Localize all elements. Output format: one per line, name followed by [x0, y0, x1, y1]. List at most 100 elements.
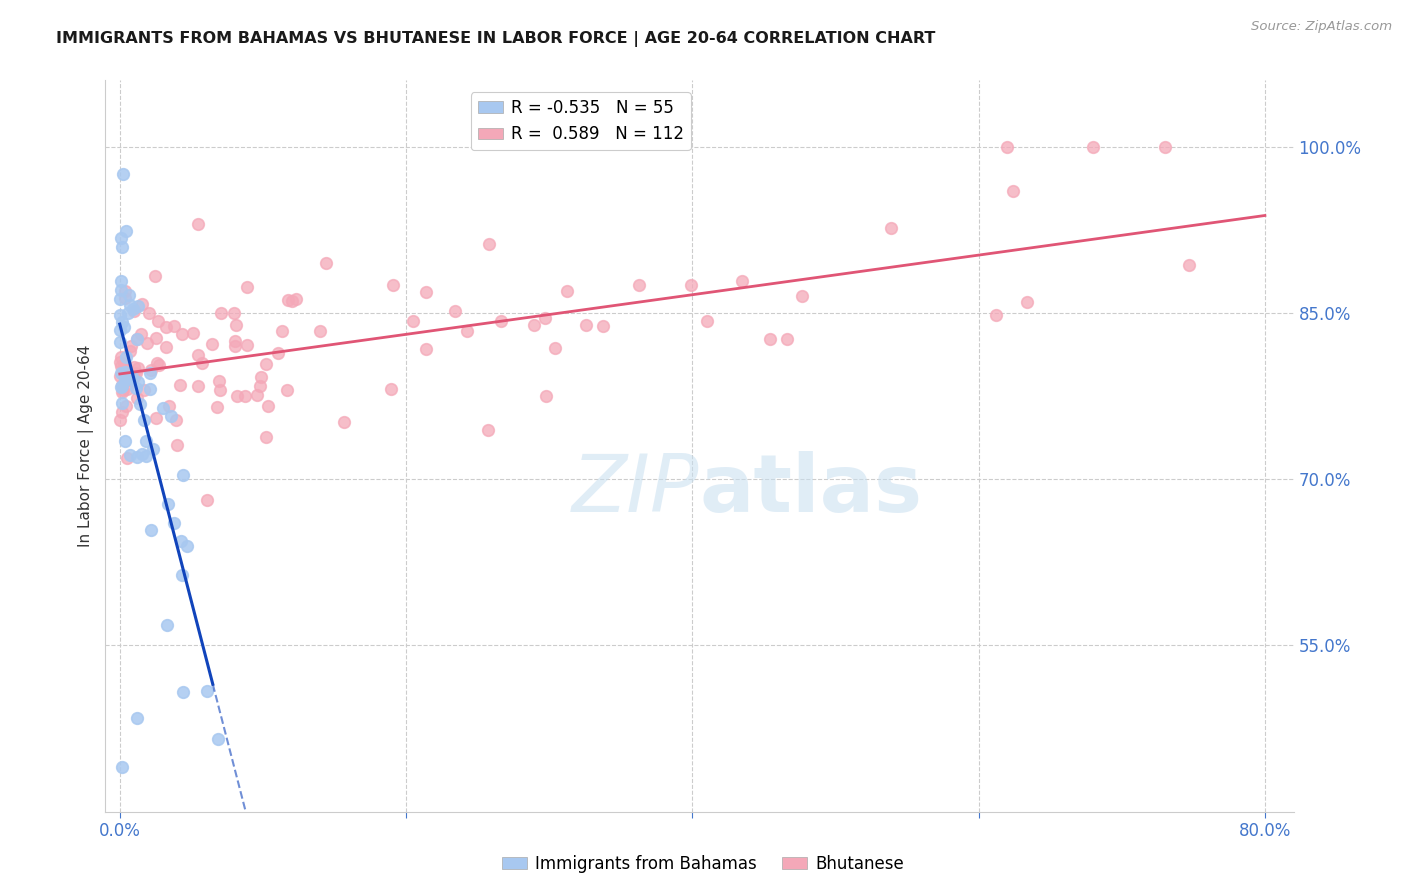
Text: ZIP: ZIP: [572, 450, 700, 529]
Point: [146, 314, 169, 328]
Point: [127, 360, 149, 375]
Point: [111, 384, 134, 399]
Point: [111, 378, 134, 392]
Point: [166, 438, 188, 452]
Point: [995, 140, 1018, 154]
Point: [156, 618, 179, 632]
Point: [110, 350, 132, 364]
Point: [139, 524, 162, 538]
Point: [132, 413, 155, 427]
Point: [129, 397, 152, 411]
Point: [145, 331, 167, 345]
Point: [1153, 140, 1175, 154]
Point: [254, 357, 277, 371]
Point: [115, 450, 138, 465]
Point: [696, 314, 718, 328]
Point: [111, 315, 134, 329]
Point: [276, 383, 298, 397]
Point: [224, 334, 246, 348]
Point: [225, 388, 247, 402]
Point: [536, 389, 558, 403]
Point: [155, 319, 177, 334]
Point: [120, 298, 142, 312]
Text: atlas: atlas: [700, 450, 922, 529]
Point: [415, 285, 437, 299]
Legend: R = -0.535   N = 55, R =  0.589   N = 112: R = -0.535 N = 55, R = 0.589 N = 112: [471, 92, 690, 150]
Point: [197, 492, 219, 507]
Point: [135, 336, 157, 351]
Point: [208, 383, 231, 397]
Point: [135, 449, 157, 463]
Point: [131, 297, 153, 311]
Text: Source: ZipAtlas.com: Source: ZipAtlas.com: [1251, 20, 1392, 33]
Point: [170, 568, 193, 582]
Point: [114, 434, 136, 449]
Point: [114, 284, 136, 298]
Point: [108, 292, 131, 306]
Point: [141, 363, 163, 377]
Point: [402, 314, 425, 328]
Point: [111, 168, 134, 182]
Point: [125, 391, 148, 405]
Point: [110, 231, 132, 245]
Point: [679, 278, 702, 293]
Point: [110, 359, 132, 373]
Point: [489, 314, 512, 328]
Point: [224, 339, 246, 353]
Point: [575, 318, 598, 332]
Point: [163, 318, 186, 333]
Point: [114, 371, 136, 385]
Point: [148, 358, 170, 372]
Point: [444, 304, 467, 318]
Point: [111, 396, 134, 410]
Point: [183, 326, 205, 341]
Point: [127, 375, 149, 389]
Point: [731, 274, 754, 288]
Point: [250, 369, 273, 384]
Point: [759, 332, 782, 346]
Point: [117, 382, 139, 396]
Point: [108, 334, 131, 349]
Point: [382, 278, 405, 293]
Point: [165, 413, 187, 427]
Point: [139, 366, 162, 380]
Point: [108, 323, 131, 337]
Point: [315, 256, 337, 270]
Point: [380, 382, 402, 396]
Point: [308, 325, 330, 339]
Point: [477, 423, 499, 437]
Point: [207, 732, 229, 747]
Point: [121, 369, 143, 384]
Point: [254, 430, 277, 444]
Point: [120, 448, 142, 462]
Point: [157, 497, 180, 511]
Point: [122, 360, 145, 375]
Point: [170, 534, 193, 549]
Point: [125, 366, 148, 380]
Point: [135, 434, 157, 448]
Point: [108, 355, 131, 369]
Point: [110, 283, 132, 297]
Point: [108, 308, 131, 322]
Point: [131, 446, 153, 460]
Point: [332, 415, 354, 429]
Point: [170, 326, 193, 341]
Text: IMMIGRANTS FROM BAHAMAS VS BHUTANESE IN LABOR FORCE | AGE 20-64 CORRELATION CHAR: IMMIGRANTS FROM BAHAMAS VS BHUTANESE IN …: [56, 31, 935, 47]
Point: [139, 383, 162, 397]
Point: [201, 337, 224, 351]
Point: [120, 372, 142, 386]
Point: [257, 399, 280, 413]
Point: [118, 287, 141, 301]
Point: [127, 450, 149, 465]
Point: [157, 399, 180, 413]
Point: [110, 413, 132, 427]
Point: [112, 357, 135, 371]
Point: [143, 268, 166, 283]
Point: [120, 339, 142, 353]
Point: [108, 369, 131, 384]
Point: [592, 319, 614, 334]
Point: [163, 516, 186, 530]
Point: [132, 384, 155, 398]
Point: [456, 324, 478, 338]
Legend: Immigrants from Bahamas, Bhutanese: Immigrants from Bahamas, Bhutanese: [495, 848, 911, 880]
